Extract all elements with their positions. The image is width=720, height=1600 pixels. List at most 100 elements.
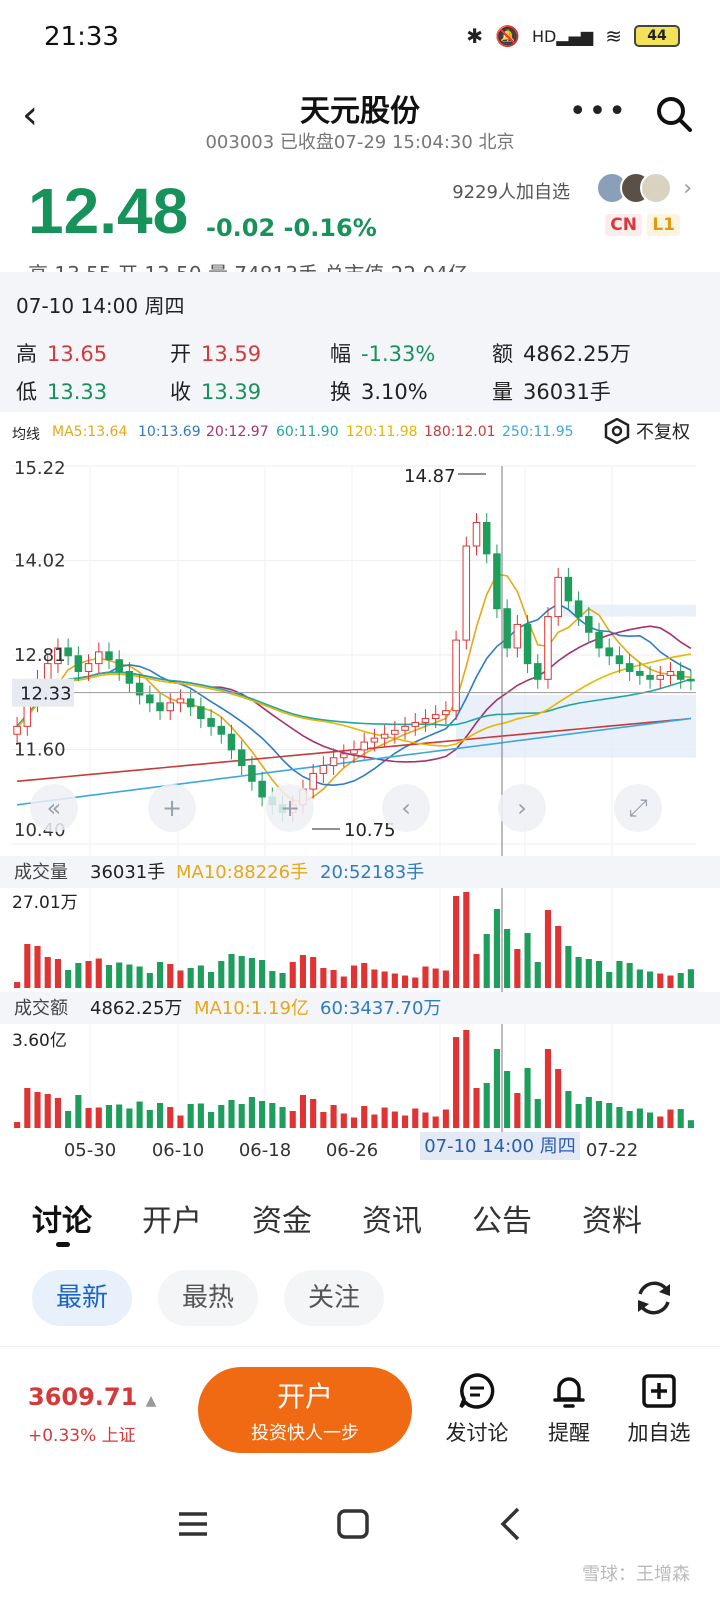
fullscreen-icon[interactable]: [614, 784, 662, 832]
y-axis-label: 12.81: [14, 645, 66, 666]
post-discussion-button[interactable]: 发讨论: [432, 1371, 522, 1447]
zoom-out-icon[interactable]: [30, 784, 78, 832]
candle-body: [411, 721, 420, 727]
tab-profile[interactable]: 资料: [582, 1204, 642, 1239]
amount-bar: [330, 1105, 337, 1128]
amount-bar: [606, 1103, 613, 1128]
open-account-button[interactable]: 开户 投资快人一步: [198, 1367, 412, 1453]
volume-bar: [565, 946, 572, 988]
amount-bar: [504, 1071, 511, 1128]
alert-button[interactable]: 提醒: [524, 1371, 614, 1447]
index-change: +0.33% 上证: [28, 1426, 136, 1446]
ma10-value: 10:13.69: [138, 424, 201, 440]
ma180-value: 180:12.01: [424, 424, 496, 440]
more-icon[interactable]: •••: [568, 94, 628, 129]
amount-bar: [401, 1115, 409, 1128]
clock: 21:33: [44, 22, 119, 52]
candle-body: [64, 647, 72, 657]
follower-count[interactable]: 9229人加自选: [452, 182, 570, 203]
chat-icon: [459, 1373, 495, 1409]
volume-bar: [136, 966, 143, 988]
candle-body: [431, 714, 440, 720]
amount-bar: [289, 1111, 296, 1128]
amount-bar: [687, 1120, 694, 1128]
volume-bar: [177, 970, 184, 988]
bottom-action-bar: 3609.71 ▲ +0.33% 上证 开户 投资快人一步 发讨论 提醒 加自选: [0, 1346, 720, 1466]
alert-label: 提醒: [548, 1421, 590, 1445]
volume-ma10: MA10:88226手: [176, 862, 308, 883]
volume-max-label: 27.01万: [12, 893, 78, 913]
volume-bar: [371, 969, 378, 988]
zoom-in-icon[interactable]: [266, 784, 314, 832]
volume-bar: [156, 962, 164, 988]
chevron-right-icon[interactable]: [498, 784, 546, 832]
candle-body: [105, 651, 113, 661]
chevron-left-icon[interactable]: [382, 784, 430, 832]
candle-body: [421, 718, 430, 723]
stat-low: 低 13.33: [16, 380, 108, 404]
volume-bar: [391, 973, 398, 988]
tab-open-account[interactable]: 开户: [142, 1204, 202, 1239]
index-value[interactable]: 3609.71 ▲: [28, 1383, 157, 1411]
add-watchlist-button[interactable]: 加自选: [614, 1371, 704, 1447]
x-axis-label: 05-30: [64, 1140, 116, 1161]
candle-body: [574, 600, 583, 618]
refresh-icon[interactable]: [632, 1276, 676, 1320]
amount-bar: [105, 1105, 113, 1128]
menu-icon[interactable]: [176, 1510, 210, 1538]
amount-bar: [412, 1108, 419, 1128]
home-icon[interactable]: [336, 1508, 370, 1540]
candle-body: [564, 576, 573, 602]
volume-bar: [381, 971, 388, 988]
search-icon[interactable]: [654, 94, 694, 134]
signal-icon: HD▂▄▆: [531, 26, 594, 46]
volume-bar: [534, 962, 541, 988]
tab-news[interactable]: 资讯: [362, 1204, 422, 1239]
candle-body: [340, 753, 348, 759]
volume-bar: [473, 954, 480, 988]
settings-icon: [604, 418, 630, 444]
zoom-in-icon[interactable]: [148, 784, 196, 832]
filter-following[interactable]: 关注: [284, 1270, 385, 1326]
candle-body: [615, 655, 624, 665]
tab-announcement[interactable]: 公告: [472, 1204, 532, 1239]
candle-body: [197, 706, 205, 720]
chevron-right-icon[interactable]: ›: [683, 176, 692, 201]
crosshair-date-bg: [420, 1132, 580, 1160]
fuquan-toggle[interactable]: 不复权: [604, 418, 690, 444]
volume-bar: [218, 961, 225, 988]
ma60-value: 60:11.90: [276, 424, 339, 440]
chart-control-glyph: ⤢: [628, 794, 647, 822]
candle-body: [95, 651, 103, 665]
candle-body: [248, 765, 256, 782]
back-icon[interactable]: ‹: [22, 92, 38, 138]
candle-body: [380, 733, 389, 739]
volume-bar: [606, 972, 613, 988]
amount-bar: [350, 1117, 358, 1128]
volume-bar: [238, 956, 245, 988]
candle-body: [207, 718, 215, 727]
amount-bar: [44, 1094, 51, 1128]
volume-bar: [442, 970, 449, 988]
up-triangle-icon: ▲: [145, 1393, 157, 1409]
follower-avatars[interactable]: [596, 172, 672, 206]
filter-hot[interactable]: 最热: [158, 1270, 259, 1326]
volume-bar: [667, 975, 674, 988]
tab-discussion[interactable]: 讨论: [32, 1204, 92, 1239]
volume-bar: [187, 968, 194, 988]
amount-bar: [197, 1103, 204, 1128]
volume-bar: [289, 962, 296, 988]
filter-latest[interactable]: 最新: [32, 1270, 133, 1326]
amount-bar: [361, 1106, 368, 1128]
chart-control-glyph: ‹: [401, 794, 411, 822]
kline-chart[interactable]: 12.3315.2214.0212.8111.6010.4014.8710.75…: [0, 452, 720, 1164]
battery-icon: 44: [634, 25, 680, 47]
back-nav-icon[interactable]: [498, 1506, 522, 1542]
volume-bar: [65, 970, 72, 988]
amount-bar: [85, 1108, 92, 1128]
volume-bar: [167, 964, 174, 988]
tab-capital[interactable]: 资金: [252, 1204, 312, 1239]
amount-bar: [391, 1111, 398, 1128]
max-price-label: 14.87: [404, 466, 456, 487]
volume-bar: [279, 973, 286, 988]
